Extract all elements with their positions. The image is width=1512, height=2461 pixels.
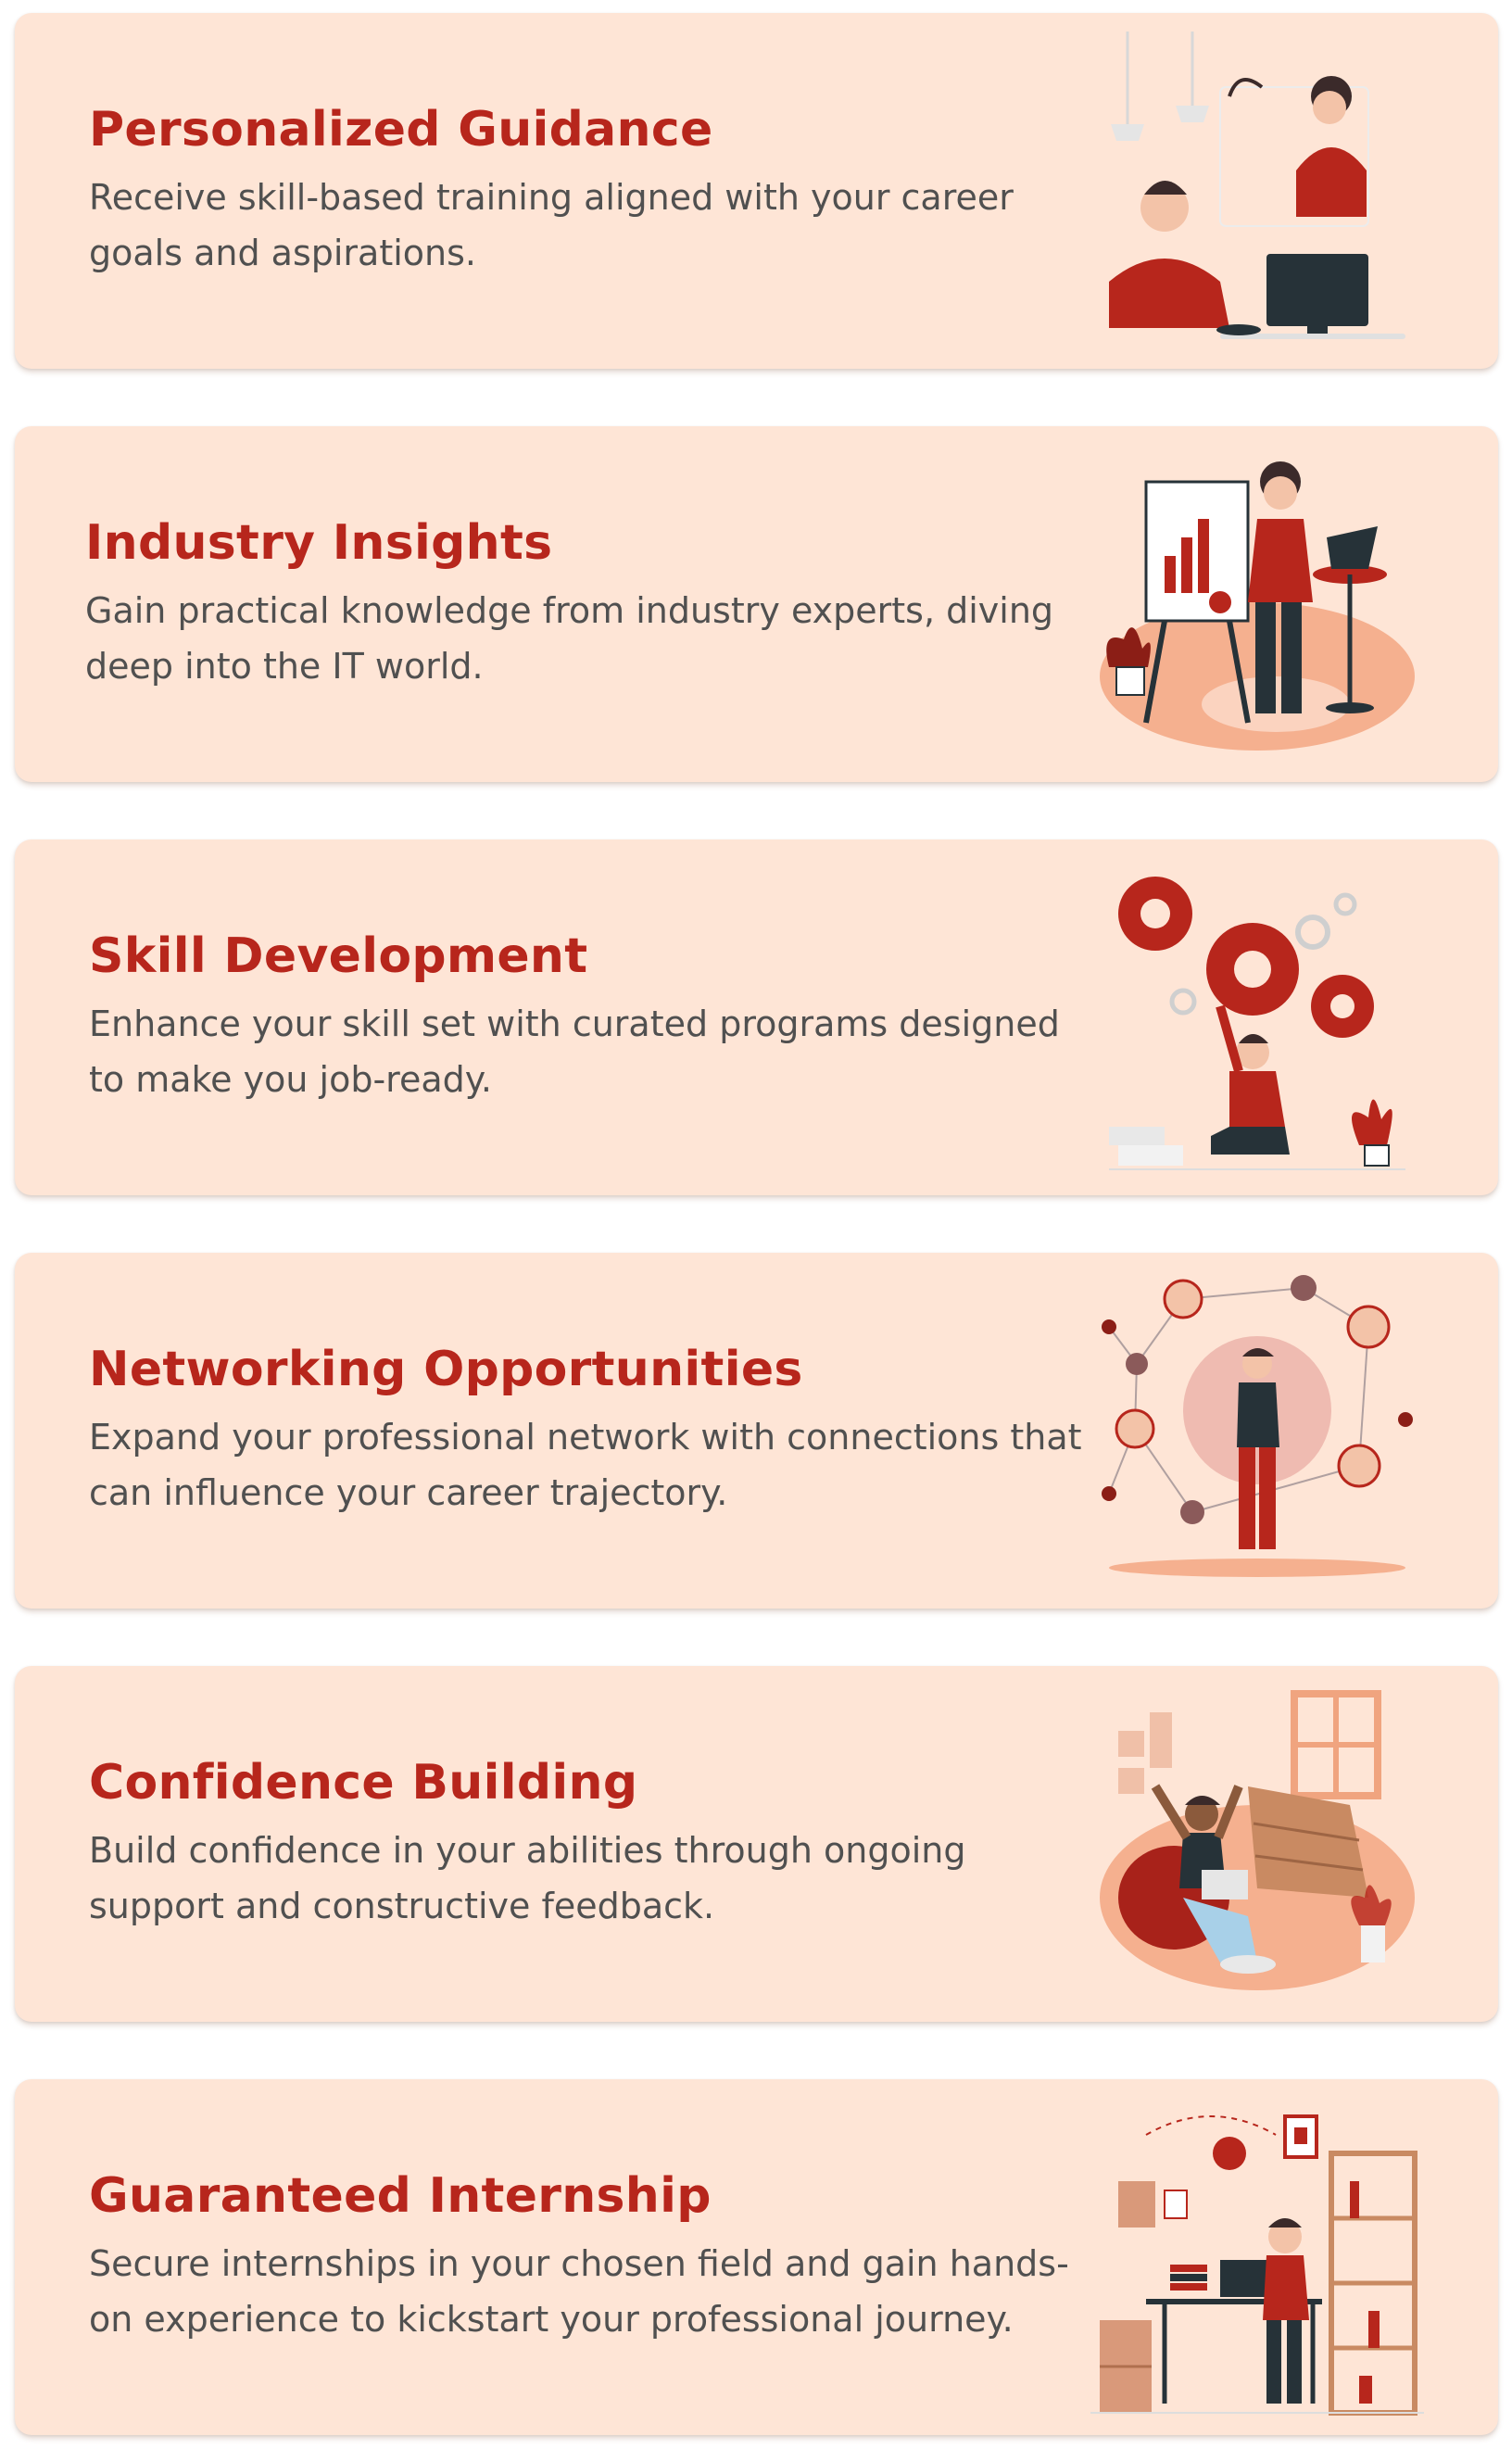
card-text: Networking Opportunities Expand your pro… <box>89 1253 1090 1609</box>
card-description: Receive skill-based training aligned wit… <box>89 177 1014 273</box>
celebration-illustration-icon <box>1090 1685 1424 2003</box>
card-title: Industry Insights <box>85 515 553 571</box>
feature-card-guaranteed-internship: Guaranteed Internship Secure internships… <box>15 2079 1498 2435</box>
card-text: Confidence Building Build confidence in … <box>89 1666 1090 2022</box>
card-description: Secure internships in your chosen field … <box>89 2243 1069 2340</box>
card-description: Build confidence in your abilities throu… <box>89 1830 966 1926</box>
card-description: Gain practical knowledge from industry e… <box>85 590 1054 687</box>
workspace-illustration-icon <box>1090 2098 1424 2417</box>
mentoring-illustration-icon <box>1090 32 1424 350</box>
feature-card-confidence-building: Confidence Building Build confidence in … <box>15 1666 1498 2022</box>
card-text: Industry Insights Gain practical knowled… <box>85 426 1086 782</box>
card-text: Personalized Guidance Receive skill-base… <box>89 13 1090 369</box>
card-title: Confidence Building <box>89 1755 638 1811</box>
feature-card-networking-opportunities: Networking Opportunities Expand your pro… <box>15 1253 1498 1609</box>
feature-card-personalized-guidance: Personalized Guidance Receive skill-base… <box>15 13 1498 369</box>
card-title: Networking Opportunities <box>89 1342 803 1397</box>
card-description: Expand your professional network with co… <box>89 1417 1082 1513</box>
card-title: Skill Development <box>89 928 588 984</box>
gears-illustration-icon <box>1090 858 1424 1177</box>
feature-card-industry-insights: Industry Insights Gain practical knowled… <box>15 426 1498 782</box>
card-text: Guaranteed Internship Secure internships… <box>89 2079 1090 2435</box>
card-text: Skill Development Enhance your skill set… <box>89 839 1090 1195</box>
network-illustration-icon <box>1090 1271 1424 1590</box>
feature-card-skill-development: Skill Development Enhance your skill set… <box>15 839 1498 1195</box>
card-description: Enhance your skill set with curated prog… <box>89 1003 1060 1100</box>
card-title: Guaranteed Internship <box>89 2168 712 2224</box>
presentation-illustration-icon <box>1090 445 1424 764</box>
card-title: Personalized Guidance <box>89 102 713 158</box>
